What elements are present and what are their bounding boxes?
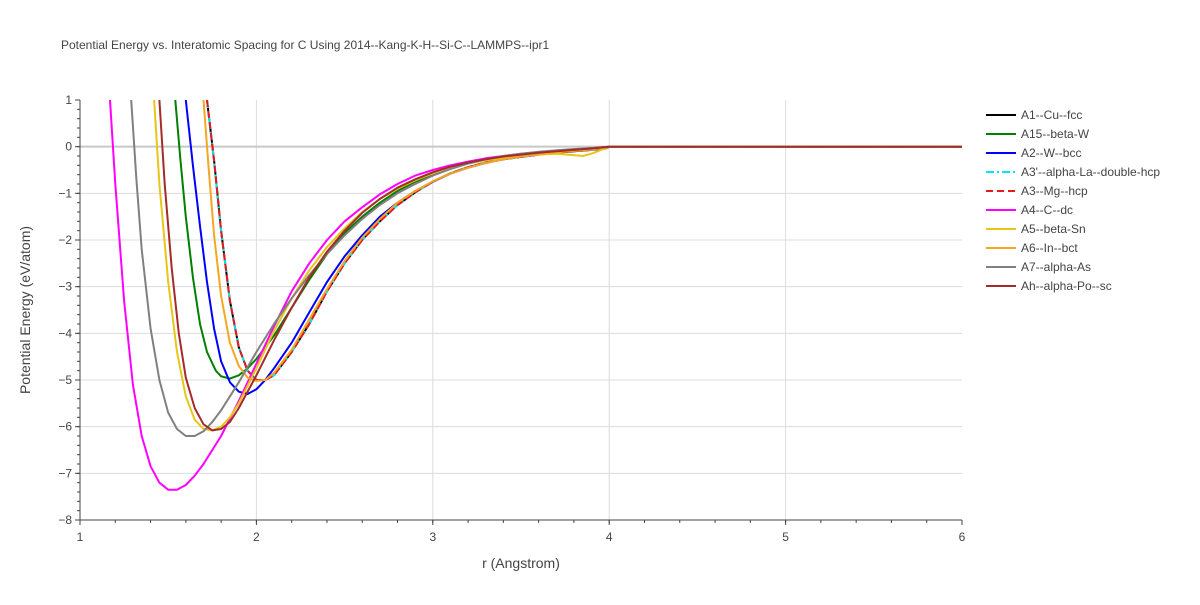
- y-tick-label: −2: [58, 233, 72, 247]
- legend-item-4[interactable]: A3--Mg--hcp: [986, 184, 1088, 198]
- legend-item-8[interactable]: A7--alpha-As: [986, 260, 1091, 274]
- y-tick-label: −4: [58, 326, 72, 340]
- x-tick-label: 2: [253, 530, 260, 544]
- y-tick-label: −6: [58, 420, 72, 434]
- legend-item-6[interactable]: A5--beta-Sn: [986, 222, 1086, 236]
- series-line-1[interactable]: [174, 100, 962, 380]
- y-tick-label: −5: [58, 373, 72, 387]
- legend-label: Ah--alpha-Po--sc: [1021, 279, 1112, 293]
- y-axis-title: Potential Energy (eV/atom): [17, 226, 33, 394]
- legend-label: A1--Cu--fcc: [1021, 108, 1082, 122]
- legend-label: A3'--alpha-La--double-hcp: [1021, 165, 1160, 179]
- x-axis-title: r (Angstrom): [482, 555, 560, 571]
- legend[interactable]: A1--Cu--fcc A15--beta-W A2--W--bcc A3'--alp…: [986, 108, 1160, 293]
- legend-item-1[interactable]: A15--beta-W: [986, 127, 1090, 141]
- legend-item-7[interactable]: A6--In--bct: [986, 241, 1078, 255]
- x-tick-label: 3: [429, 530, 436, 544]
- series-line-9[interactable]: [158, 100, 962, 432]
- legend-item-9[interactable]: Ah--alpha-Po--sc: [986, 279, 1112, 293]
- x-tick-label: 4: [606, 530, 613, 544]
- y-tick-label: 1: [65, 93, 72, 107]
- y-tick-label: −8: [58, 513, 72, 527]
- legend-item-5[interactable]: A4--C--dc: [986, 203, 1073, 217]
- legend-item-3[interactable]: A3'--alpha-La--double-hcp: [986, 165, 1160, 179]
- legend-label: A2--W--bcc: [1021, 146, 1081, 160]
- axis-layer: 1 2 3 4 5 6 1 0 −1 −2 −3 −4 −5 −6 −7 −8: [58, 93, 965, 544]
- y-tick-label: −3: [58, 280, 72, 294]
- y-tick-label: −1: [58, 186, 72, 200]
- legend-label: A15--beta-W: [1021, 127, 1090, 141]
- legend-label: A3--Mg--hcp: [1021, 184, 1088, 198]
- legend-item-0[interactable]: A1--Cu--fcc: [986, 108, 1082, 122]
- series-line-8[interactable]: [130, 100, 962, 437]
- legend-label: A4--C--dc: [1021, 203, 1073, 217]
- grid-layer: [80, 100, 962, 520]
- chart-title: Potential Energy vs. Interatomic Spacing…: [61, 38, 550, 52]
- x-tick-label: 6: [959, 530, 966, 544]
- legend-label: A5--beta-Sn: [1021, 222, 1086, 236]
- y-tick-label: −7: [58, 466, 72, 480]
- series-line-5[interactable]: [109, 100, 962, 491]
- y-tick-label: 0: [65, 140, 72, 154]
- series-layer: [109, 100, 962, 491]
- x-tick-label: 5: [782, 530, 789, 544]
- legend-label: A6--In--bct: [1021, 241, 1078, 255]
- x-tick-label: 1: [77, 530, 84, 544]
- legend-label: A7--alpha-As: [1021, 260, 1091, 274]
- legend-item-2[interactable]: A2--W--bcc: [986, 146, 1081, 160]
- series-line-2[interactable]: [184, 100, 962, 395]
